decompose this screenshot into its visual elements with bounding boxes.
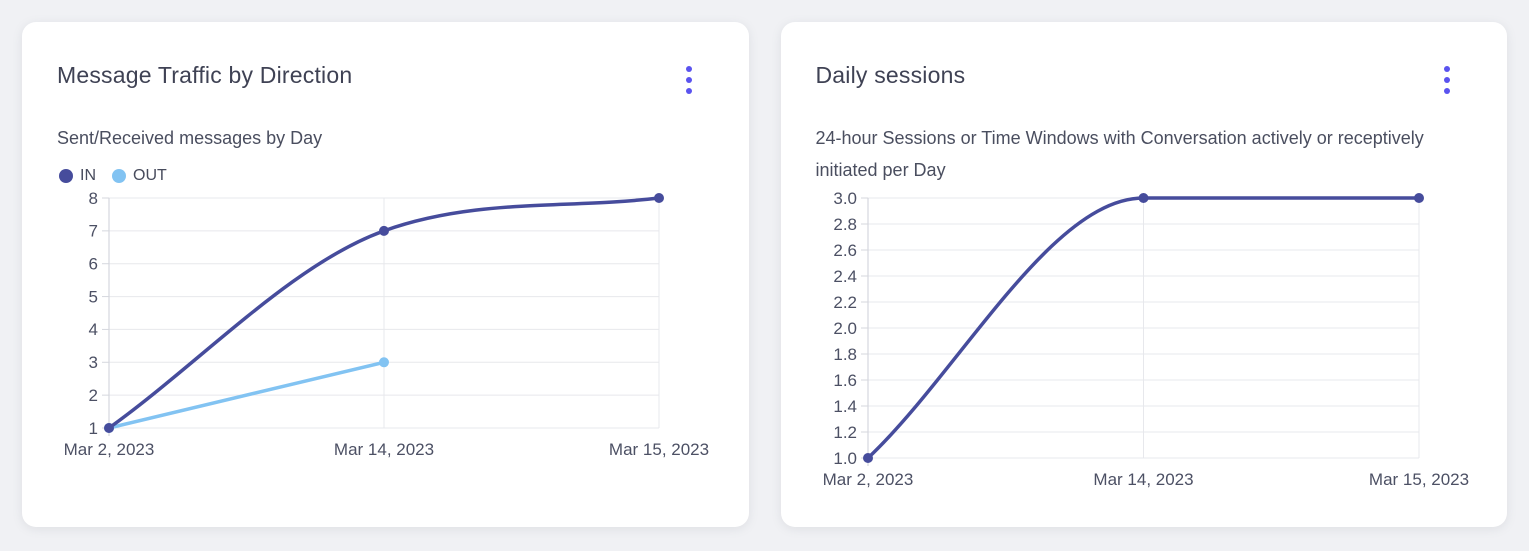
svg-text:1.0: 1.0 (833, 449, 857, 468)
kebab-dot (685, 66, 692, 72)
kebab-dot (685, 77, 692, 83)
kebab-dot (1444, 77, 1450, 83)
svg-text:Mar 15, 2023: Mar 15, 2023 (1368, 470, 1468, 489)
card-header: Daily sessions (816, 60, 1473, 98)
svg-text:5: 5 (89, 287, 98, 306)
kebab-menu-icon[interactable] (676, 62, 702, 98)
card-subtitle: 24-hour Sessions or Time Windows with Co… (815, 128, 1424, 180)
legend-label-in: IN (80, 167, 96, 184)
legend-dot-in (59, 169, 73, 183)
svg-text:8: 8 (89, 189, 98, 208)
legend-dot-out (112, 169, 126, 183)
svg-text:7: 7 (89, 222, 98, 241)
chart-legend: IN OUT (57, 166, 714, 186)
kebab-dot (685, 88, 692, 94)
legend-item-out[interactable]: OUT (112, 167, 167, 185)
line-chart-daily-sessions: 3.0 2.8 2.6 2.4 2.2 2.0 1.8 1.6 1.4 1.2 1.0 Mar 2, … (822, 189, 1468, 489)
svg-text:6: 6 (89, 254, 98, 273)
svg-text:2.4: 2.4 (833, 267, 857, 286)
svg-text:Mar 14, 2023: Mar 14, 2023 (334, 440, 434, 459)
legend-item-in[interactable]: IN (59, 167, 96, 185)
svg-text:2.2: 2.2 (833, 293, 857, 312)
svg-text:3.0: 3.0 (833, 189, 857, 208)
svg-text:1.8: 1.8 (833, 345, 857, 364)
kebab-dot (1444, 88, 1450, 94)
svg-text:2.6: 2.6 (833, 241, 857, 260)
svg-text:Mar 2, 2023: Mar 2, 2023 (822, 470, 913, 489)
svg-text:1.6: 1.6 (833, 371, 857, 390)
svg-text:1.2: 1.2 (833, 423, 857, 442)
svg-text:4: 4 (89, 320, 98, 339)
card-message-traffic: Message Traffic by Direction Sent/Receiv… (22, 22, 749, 527)
card-subtitle: Sent/Received messages by Day (57, 128, 323, 148)
svg-text:2.8: 2.8 (833, 215, 857, 234)
svg-text:Mar 15, 2023: Mar 15, 2023 (609, 440, 709, 459)
page-title: Message Traffic by Direction (57, 62, 353, 88)
legend-label-out: OUT (133, 167, 167, 184)
svg-text:2.0: 2.0 (833, 319, 857, 338)
svg-text:3: 3 (89, 353, 98, 372)
page-title: Daily sessions (815, 62, 966, 88)
svg-text:Mar 14, 2023: Mar 14, 2023 (1093, 470, 1193, 489)
card-header: Message Traffic by Direction (57, 60, 714, 98)
card-daily-sessions: Daily sessions 24-hour Sessions or Time … (780, 22, 1507, 527)
svg-text:1: 1 (89, 419, 98, 438)
svg-text:1.4: 1.4 (833, 397, 857, 416)
line-chart-message-traffic: 8 7 6 5 4 3 2 1 Mar 2, 2023 Mar 14, 2023 Mar 15, 2… (64, 189, 709, 459)
kebab-menu-icon[interactable] (1434, 62, 1460, 98)
svg-text:2: 2 (89, 386, 98, 405)
kebab-dot (1444, 66, 1450, 72)
svg-text:Mar 2, 2023: Mar 2, 2023 (64, 440, 155, 459)
